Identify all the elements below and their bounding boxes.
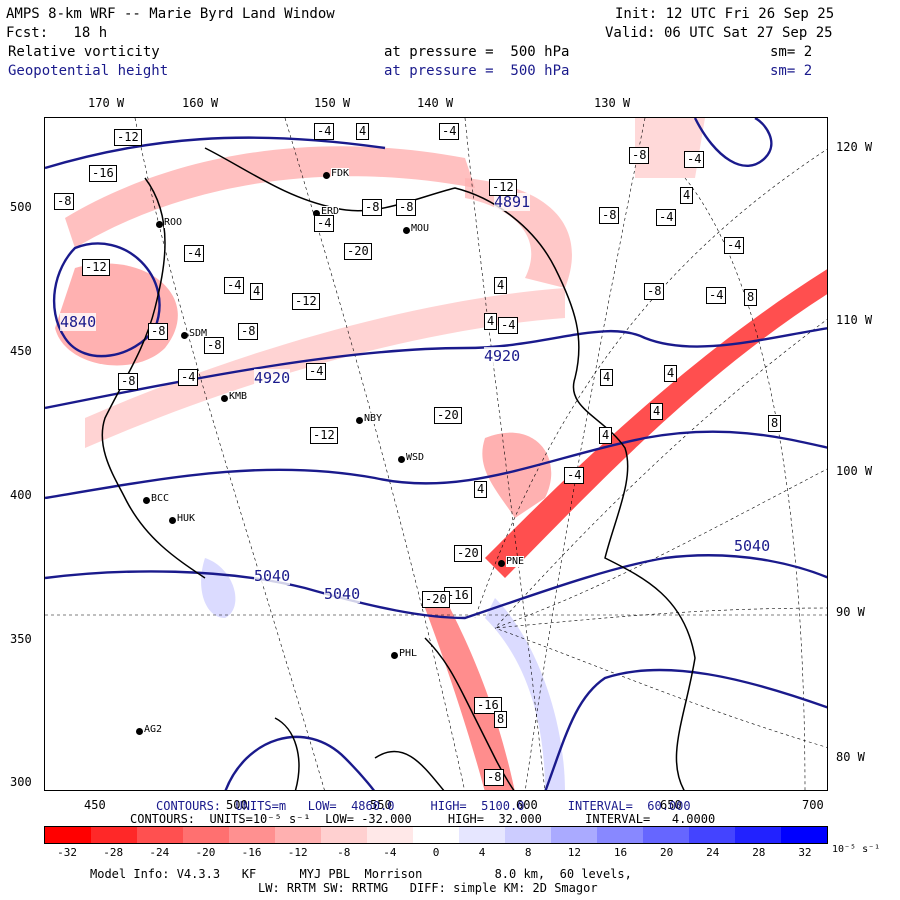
colorbar-cell xyxy=(45,827,91,843)
map-canvas xyxy=(45,118,827,790)
plot-title: AMPS 8-km WRF -- Marie Byrd Land Window xyxy=(6,6,335,22)
right-lon-label: 90 W xyxy=(836,605,865,619)
left-y-label: 350 xyxy=(10,632,32,646)
top-lon-label: 140 W xyxy=(417,96,454,110)
bottom-x-label: 450 xyxy=(84,798,106,812)
colorbar-cell xyxy=(137,827,183,843)
field1-pressure: at pressure = 500 hPa xyxy=(384,44,570,60)
colorbar-cell xyxy=(413,827,459,843)
top-lon-label: 130 W xyxy=(594,96,631,110)
top-lon-label: 150 W xyxy=(314,96,351,110)
field1-name: Relative vorticity xyxy=(8,44,160,60)
bottom-x-label: 650 xyxy=(660,798,682,812)
colorbar xyxy=(44,826,828,844)
colorbar-cell xyxy=(781,827,827,843)
colorbar-cell xyxy=(689,827,735,843)
colorbar-tick-label: -12 xyxy=(287,846,308,859)
colorbar-cell xyxy=(643,827,689,843)
colorbar-cell xyxy=(275,827,321,843)
field1-smoothing: sm= 2 xyxy=(770,44,813,60)
bottom-x-label: 700 xyxy=(802,798,824,812)
top-lon-label: 160 W xyxy=(182,96,219,110)
field2-smoothing: sm= 2 xyxy=(770,63,813,79)
model-info: Model Info: V4.3.3 KF MYJ PBL Morrison 8… xyxy=(90,867,632,881)
colorbar-tick-label: 32 xyxy=(798,846,812,859)
colorbar-cell xyxy=(229,827,275,843)
left-y-label: 500 xyxy=(10,200,32,214)
colorbar-cell xyxy=(597,827,643,843)
colorbar-tick-label: 12 xyxy=(567,846,581,859)
top-lon-label: 170 W xyxy=(88,96,125,110)
colorbar-tick-label: 0 xyxy=(432,846,440,859)
bottom-x-label: 500 xyxy=(226,798,248,812)
colorbar-cell xyxy=(367,827,413,843)
left-y-label: 400 xyxy=(10,488,32,502)
colorbar-tick-label: 16 xyxy=(613,846,628,859)
forecast-hour: Fcst: 18 h xyxy=(6,25,108,41)
colorbar-tick-label: -8 xyxy=(337,846,351,859)
colorbar-tick-label: 28 xyxy=(752,846,766,859)
init-time: Init: 12 UTC Fri 26 Sep 25 xyxy=(615,6,835,22)
colorbar-cell xyxy=(459,827,505,843)
colorbar-cell xyxy=(505,827,551,843)
colorbar-tick-label: 4 xyxy=(478,846,486,859)
colorbar-tick-label: -24 xyxy=(149,846,170,859)
field2-name: Geopotential height xyxy=(8,63,169,79)
field2-pressure: at pressure = 500 hPa xyxy=(384,63,570,79)
map-panel xyxy=(44,117,828,791)
right-lon-label: 80 W xyxy=(836,750,865,764)
left-y-label: 450 xyxy=(10,344,32,358)
colorbar-cell xyxy=(551,827,597,843)
colorbar-tick-label: -20 xyxy=(195,846,216,859)
colorbar-cell xyxy=(183,827,229,843)
valid-time: Valid: 06 UTC Sat 27 Sep 25 xyxy=(605,25,833,41)
colorbar-tick-label: -28 xyxy=(103,846,124,859)
right-lon-label: 120 W xyxy=(836,140,873,154)
vorticity-contour-info: CONTOURS: UNITS=10⁻⁵ s⁻¹ LOW= -32.000 HI… xyxy=(130,812,716,826)
bottom-x-label: 550 xyxy=(370,798,392,812)
height-contour-info: CONTOURS: UNITS=m LOW= 4860.0 HIGH= 5100… xyxy=(156,799,691,813)
colorbar-tick-label: 8 xyxy=(524,846,532,859)
colorbar-tick-label: 20 xyxy=(659,846,674,859)
colorbar-tick-label: -4 xyxy=(383,846,397,859)
left-y-label: 300 xyxy=(10,775,32,789)
colorbar-cell xyxy=(91,827,137,843)
colorbar-tick-label: -16 xyxy=(241,846,262,859)
right-lon-label: 100 W xyxy=(836,464,873,478)
right-lon-label: 110 W xyxy=(836,313,873,327)
colorbar-cell xyxy=(321,827,367,843)
colorbar-tick-label: -32 xyxy=(57,846,77,859)
colorbar-unit: 10⁻⁵ s⁻¹ xyxy=(832,844,881,855)
colorbar-tick-label: 24 xyxy=(706,846,720,859)
colorbar-cell xyxy=(735,827,781,843)
physics-info: LW: RRTM SW: RRTMG DIFF: simple KM: 2D S… xyxy=(258,881,598,895)
bottom-x-label: 600 xyxy=(516,798,538,812)
